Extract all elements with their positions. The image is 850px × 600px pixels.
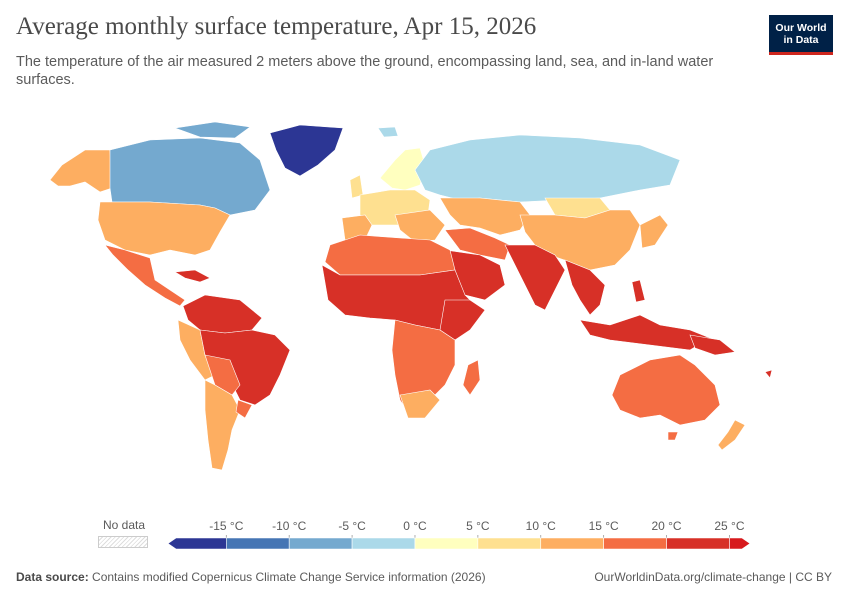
legend-bin-9[interactable]: [729, 537, 751, 550]
region-middle-east[interactable]: [444, 227, 511, 261]
region-mexico[interactable]: [104, 244, 186, 307]
region-arctic-islands[interactable]: [174, 121, 251, 139]
legend-no-data: No data: [98, 518, 150, 548]
legend-bin-3[interactable]: [351, 537, 416, 550]
region-central-asia[interactable]: [439, 197, 531, 236]
legend-tick-label-5: 10 °C: [526, 519, 556, 533]
legend-tick-label-6: 15 °C: [589, 519, 619, 533]
world-map[interactable]: [0, 110, 850, 510]
region-south-africa[interactable]: [399, 389, 441, 419]
legend-bin-2[interactable]: [288, 537, 353, 550]
region-southeast-asia[interactable]: [564, 259, 606, 316]
chart-title: Average monthly surface temperature, Apr…: [16, 13, 537, 40]
region-india[interactable]: [504, 244, 566, 311]
owid-logo[interactable]: Our World in Data: [769, 15, 833, 55]
region-iceland[interactable]: [377, 126, 399, 138]
legend-bin-6[interactable]: [540, 537, 604, 550]
legend-tick-label-3: 0 °C: [403, 519, 427, 533]
region-pacific-islands[interactable]: [764, 369, 773, 379]
legend-bin-4[interactable]: [414, 537, 479, 550]
region-east-africa[interactable]: [439, 299, 486, 341]
region-new-zealand[interactable]: [717, 419, 746, 451]
legend-tick-label-1: -10 °C: [272, 519, 306, 533]
logo-line-2: in Data: [783, 33, 819, 46]
region-north-africa[interactable]: [324, 234, 456, 276]
region-japan[interactable]: [639, 214, 669, 249]
legend-tick-label-0: -15 °C: [209, 519, 243, 533]
logo-line-1: Our World: [775, 21, 827, 34]
data-source: Data source: Contains modified Copernicu…: [16, 570, 486, 584]
legend-tick-label-2: -5 °C: [338, 519, 366, 533]
color-legend: -15 °C -10 °C -5 °C 0 °C 5 °C 10 °C 15 °C 20 °C…: [167, 519, 751, 550]
region-indonesia[interactable]: [579, 314, 711, 351]
region-argentina[interactable]: [204, 379, 241, 471]
region-iberia[interactable]: [341, 214, 373, 241]
no-data-swatch: [98, 536, 148, 548]
source-text: Contains modified Copernicus Climate Cha…: [92, 570, 486, 584]
legend-bin-8[interactable]: [666, 537, 730, 550]
legend-tick-label-4: 5 °C: [466, 519, 490, 533]
region-balkans[interactable]: [394, 209, 446, 243]
region-usa[interactable]: [97, 201, 231, 256]
region-greenland[interactable]: [269, 124, 344, 177]
legend-bin-5[interactable]: [477, 537, 542, 550]
region-southern-africa[interactable]: [391, 319, 456, 416]
legend-bin-0[interactable]: [167, 537, 227, 550]
legend-bin-1[interactable]: [226, 537, 290, 550]
region-tasmania[interactable]: [667, 431, 679, 441]
region-uruguay[interactable]: [235, 399, 253, 419]
chart-subtitle: The temperature of the air measured 2 me…: [16, 54, 714, 88]
no-data-label: No data: [102, 518, 146, 532]
source-url[interactable]: OurWorldinData.org/climate-change | CC B…: [594, 570, 832, 584]
region-russia[interactable]: [414, 134, 681, 203]
region-alaska[interactable]: [49, 149, 113, 193]
legend-tick-label-8: 25 °C: [714, 519, 744, 533]
legend-bin-7[interactable]: [603, 537, 667, 550]
region-new-guinea[interactable]: [689, 334, 736, 356]
source-label: Data source:: [16, 570, 89, 584]
region-south-america-north[interactable]: [182, 294, 263, 334]
region-madagascar[interactable]: [462, 359, 481, 396]
region-caribbean[interactable]: [174, 269, 211, 283]
legend-tick-label-7: 20 °C: [651, 519, 681, 533]
region-australia[interactable]: [611, 354, 721, 426]
region-philippines[interactable]: [631, 279, 646, 303]
